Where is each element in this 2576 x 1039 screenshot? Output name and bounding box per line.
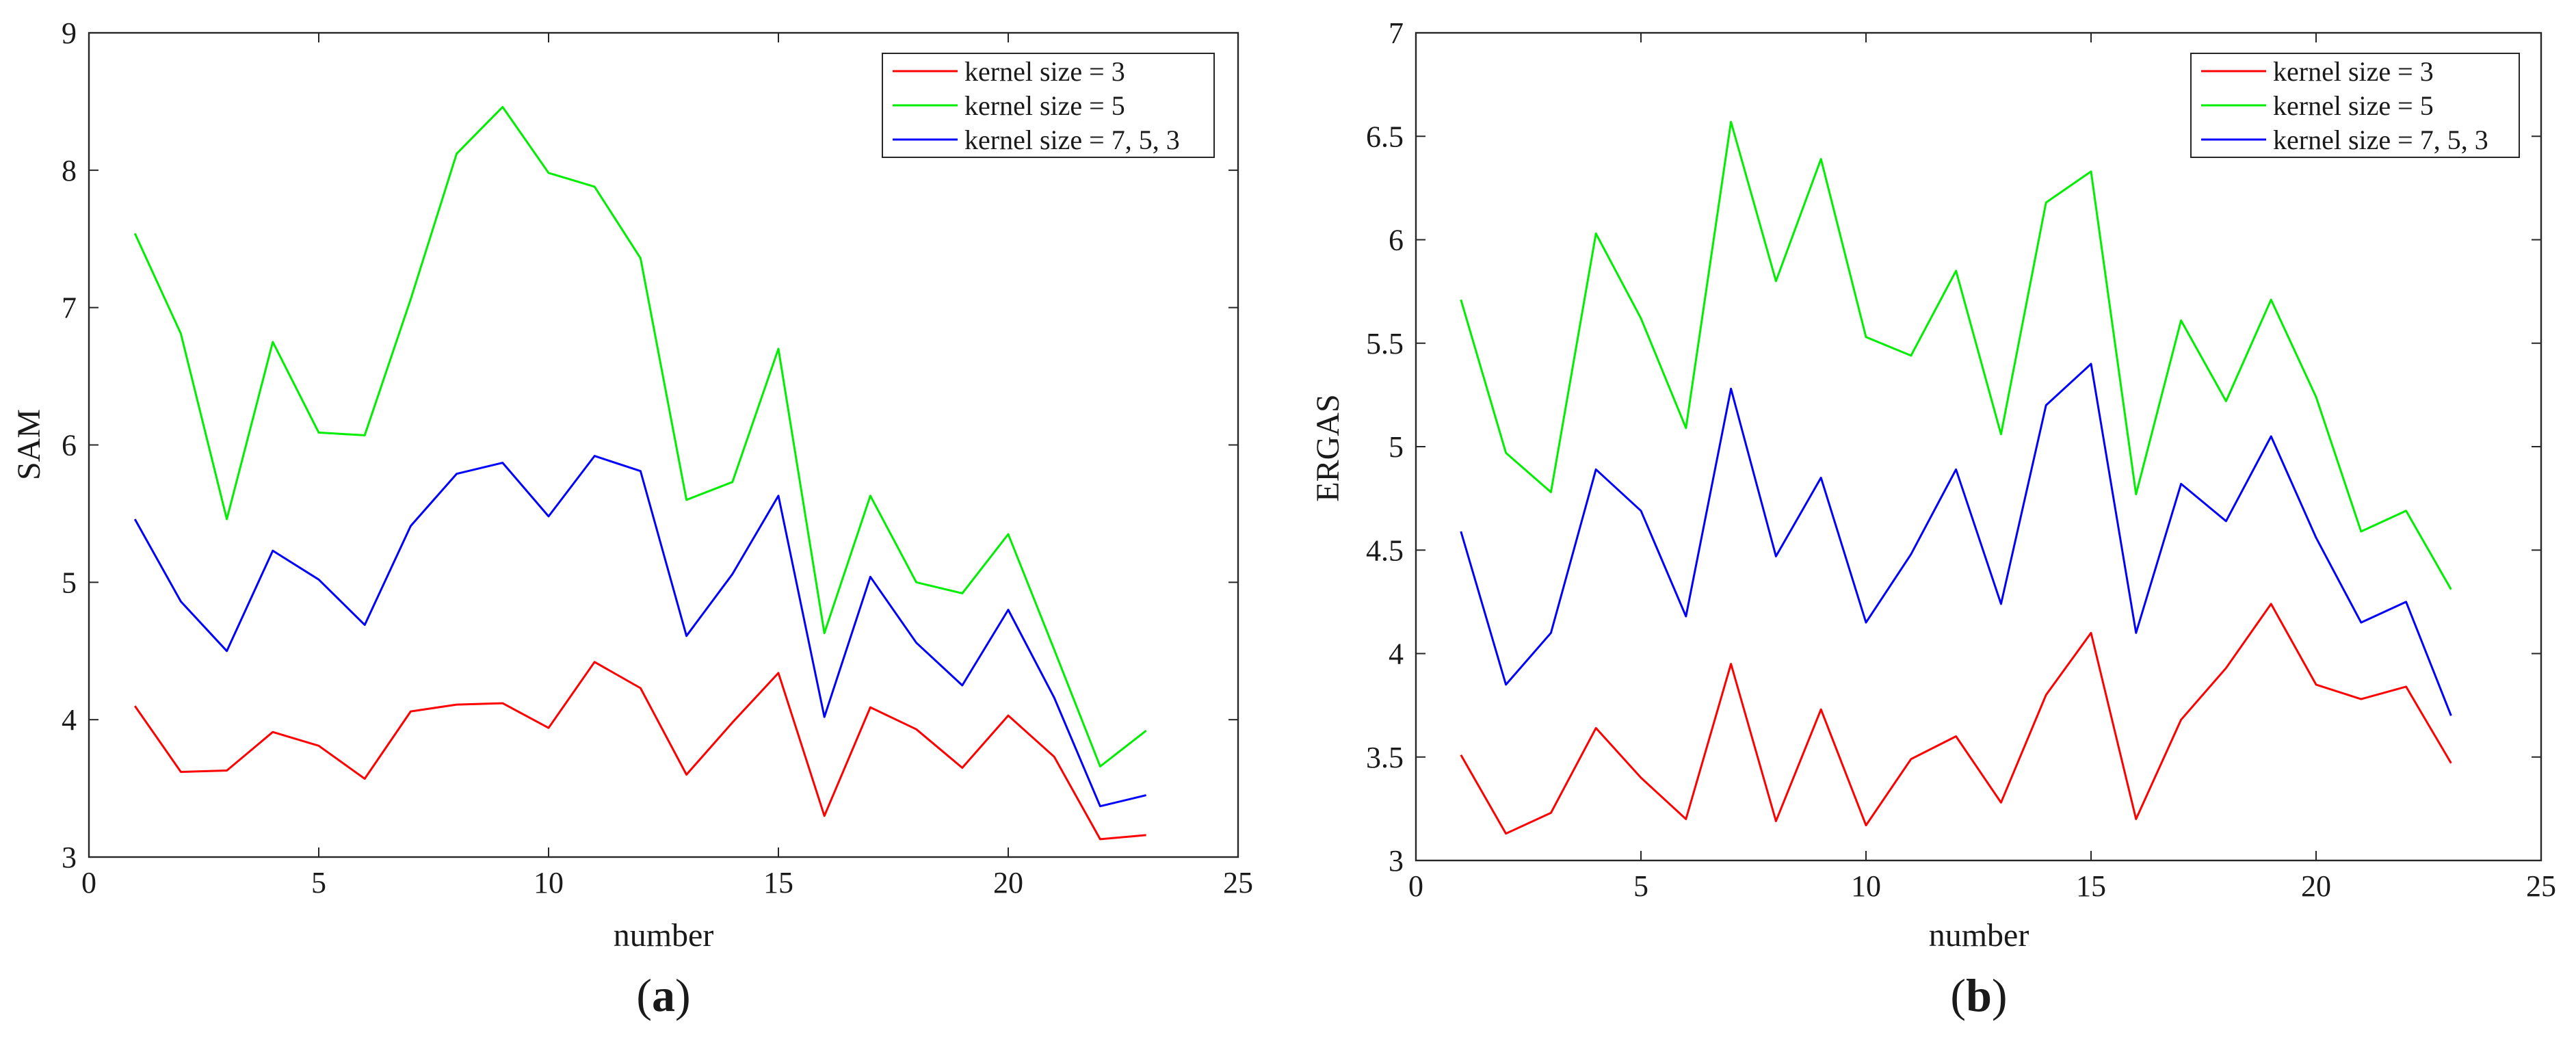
panel-b-lines bbox=[1460, 120, 2452, 835]
panel-b-y-axis-label: ERGAS bbox=[1310, 394, 1346, 501]
panel-a-caption-open: ( bbox=[636, 969, 652, 1021]
panel-b-series-kernel-size-7-5-3 bbox=[1460, 363, 2452, 716]
panel-a-x-axis-label: number bbox=[614, 917, 714, 953]
panel-a-sam-chart: 0 5 10 15 20 25 3 4 5 6 7 8 9 number SAM kernel size… bbox=[11, 16, 1253, 1021]
panel-a-series-kernel-size-5 bbox=[133, 105, 1147, 767]
panel-a-y-tick-label: 5 bbox=[62, 566, 77, 599]
panel-a-x-tick-label: 10 bbox=[534, 866, 564, 899]
panel-a-ticks: 0 5 10 15 20 25 3 4 5 6 7 8 9 bbox=[62, 16, 1253, 899]
panel-b-y-tick-label: 3.5 bbox=[1366, 741, 1404, 774]
panel-b-series-kernel-size-5 bbox=[1460, 120, 2452, 590]
panel-b-y-tick-label: 4 bbox=[1389, 637, 1404, 671]
panel-b-y-tick-label: 7 bbox=[1389, 16, 1404, 50]
panel-b-series-kernel-size-3 bbox=[1460, 603, 2452, 835]
panel-a-caption: (a) bbox=[636, 969, 690, 1021]
panel-b-y-tick-label: 5 bbox=[1389, 430, 1404, 464]
panel-a-y-axis-label: SAM bbox=[11, 409, 47, 480]
panel-b-legend: kernel size = 3 kernel size = 5 kernel s… bbox=[2190, 53, 2520, 158]
panel-a-y-tick-label: 9 bbox=[62, 16, 77, 50]
panel-b-ticks: 0 5 10 15 20 25 3 3.5 4 4.5 5 5.5 6 6.5 7 bbox=[1366, 16, 2556, 903]
panel-b-x-tick-label: 20 bbox=[2301, 869, 2331, 903]
panel-b-x-axis-label: number bbox=[1929, 917, 2029, 953]
panel-b-y-tick-label: 6 bbox=[1389, 224, 1404, 257]
panel-b-x-tick-label: 15 bbox=[2076, 869, 2106, 903]
panel-a-legend-label-k5: kernel size = 5 bbox=[964, 90, 1125, 121]
panel-a-x-tick-label: 0 bbox=[81, 866, 96, 899]
panel-a-legend: kernel size = 3 kernel size = 5 kernel s… bbox=[882, 53, 1215, 158]
panel-a-y-tick-label: 4 bbox=[62, 703, 77, 737]
panel-a-x-tick-label: 15 bbox=[763, 866, 793, 899]
panel-b-legend-label-k5: kernel size = 5 bbox=[2273, 90, 2434, 121]
panel-a-y-tick-label: 3 bbox=[62, 841, 77, 874]
panel-a-y-tick-label: 8 bbox=[62, 154, 77, 187]
panel-a-legend-label-k3: kernel size = 3 bbox=[964, 56, 1125, 87]
panel-b-y-tick-label: 6.5 bbox=[1366, 120, 1404, 153]
panel-b-caption: (b) bbox=[1950, 969, 2007, 1021]
panel-b-x-tick-label: 0 bbox=[1408, 869, 1423, 903]
panel-a-lines bbox=[133, 105, 1147, 841]
panel-a-series-kernel-size-3 bbox=[133, 661, 1146, 841]
panel-a-x-tick-label: 20 bbox=[993, 866, 1023, 899]
panel-a-caption-letter: a bbox=[652, 969, 675, 1021]
panel-b-caption-close: ) bbox=[1992, 969, 2008, 1021]
panel-a-x-tick-label: 25 bbox=[1223, 866, 1253, 899]
panel-b-legend-label-k753: kernel size = 7, 5, 3 bbox=[2273, 124, 2488, 155]
panel-b-ergas-chart: 0 5 10 15 20 25 3 3.5 4 4.5 5 5.5 6 6.5 7 number ERGAS… bbox=[1310, 16, 2556, 1021]
panel-b-x-tick-label: 25 bbox=[2526, 869, 2556, 903]
panel-b-x-tick-label: 10 bbox=[1851, 869, 1881, 903]
panel-b-caption-open: ( bbox=[1950, 969, 1966, 1021]
panel-b-x-tick-label: 5 bbox=[1633, 869, 1648, 903]
panel-a-x-tick-label: 5 bbox=[311, 866, 326, 899]
panel-b-legend-label-k3: kernel size = 3 bbox=[2273, 56, 2434, 87]
panel-b-caption-letter: b bbox=[1966, 969, 1992, 1021]
panel-b-y-tick-label: 3 bbox=[1389, 844, 1404, 878]
panel-a-legend-label-k753: kernel size = 7, 5, 3 bbox=[964, 124, 1180, 155]
panel-b-y-tick-label: 5.5 bbox=[1366, 327, 1404, 360]
panel-a-series-kernel-size-7-5-3 bbox=[133, 455, 1146, 808]
panel-a-y-tick-label: 7 bbox=[62, 291, 77, 325]
panel-b-y-tick-label: 4.5 bbox=[1366, 534, 1404, 567]
panel-a-y-tick-label: 6 bbox=[62, 429, 77, 462]
panel-a-caption-close: ) bbox=[675, 969, 691, 1021]
